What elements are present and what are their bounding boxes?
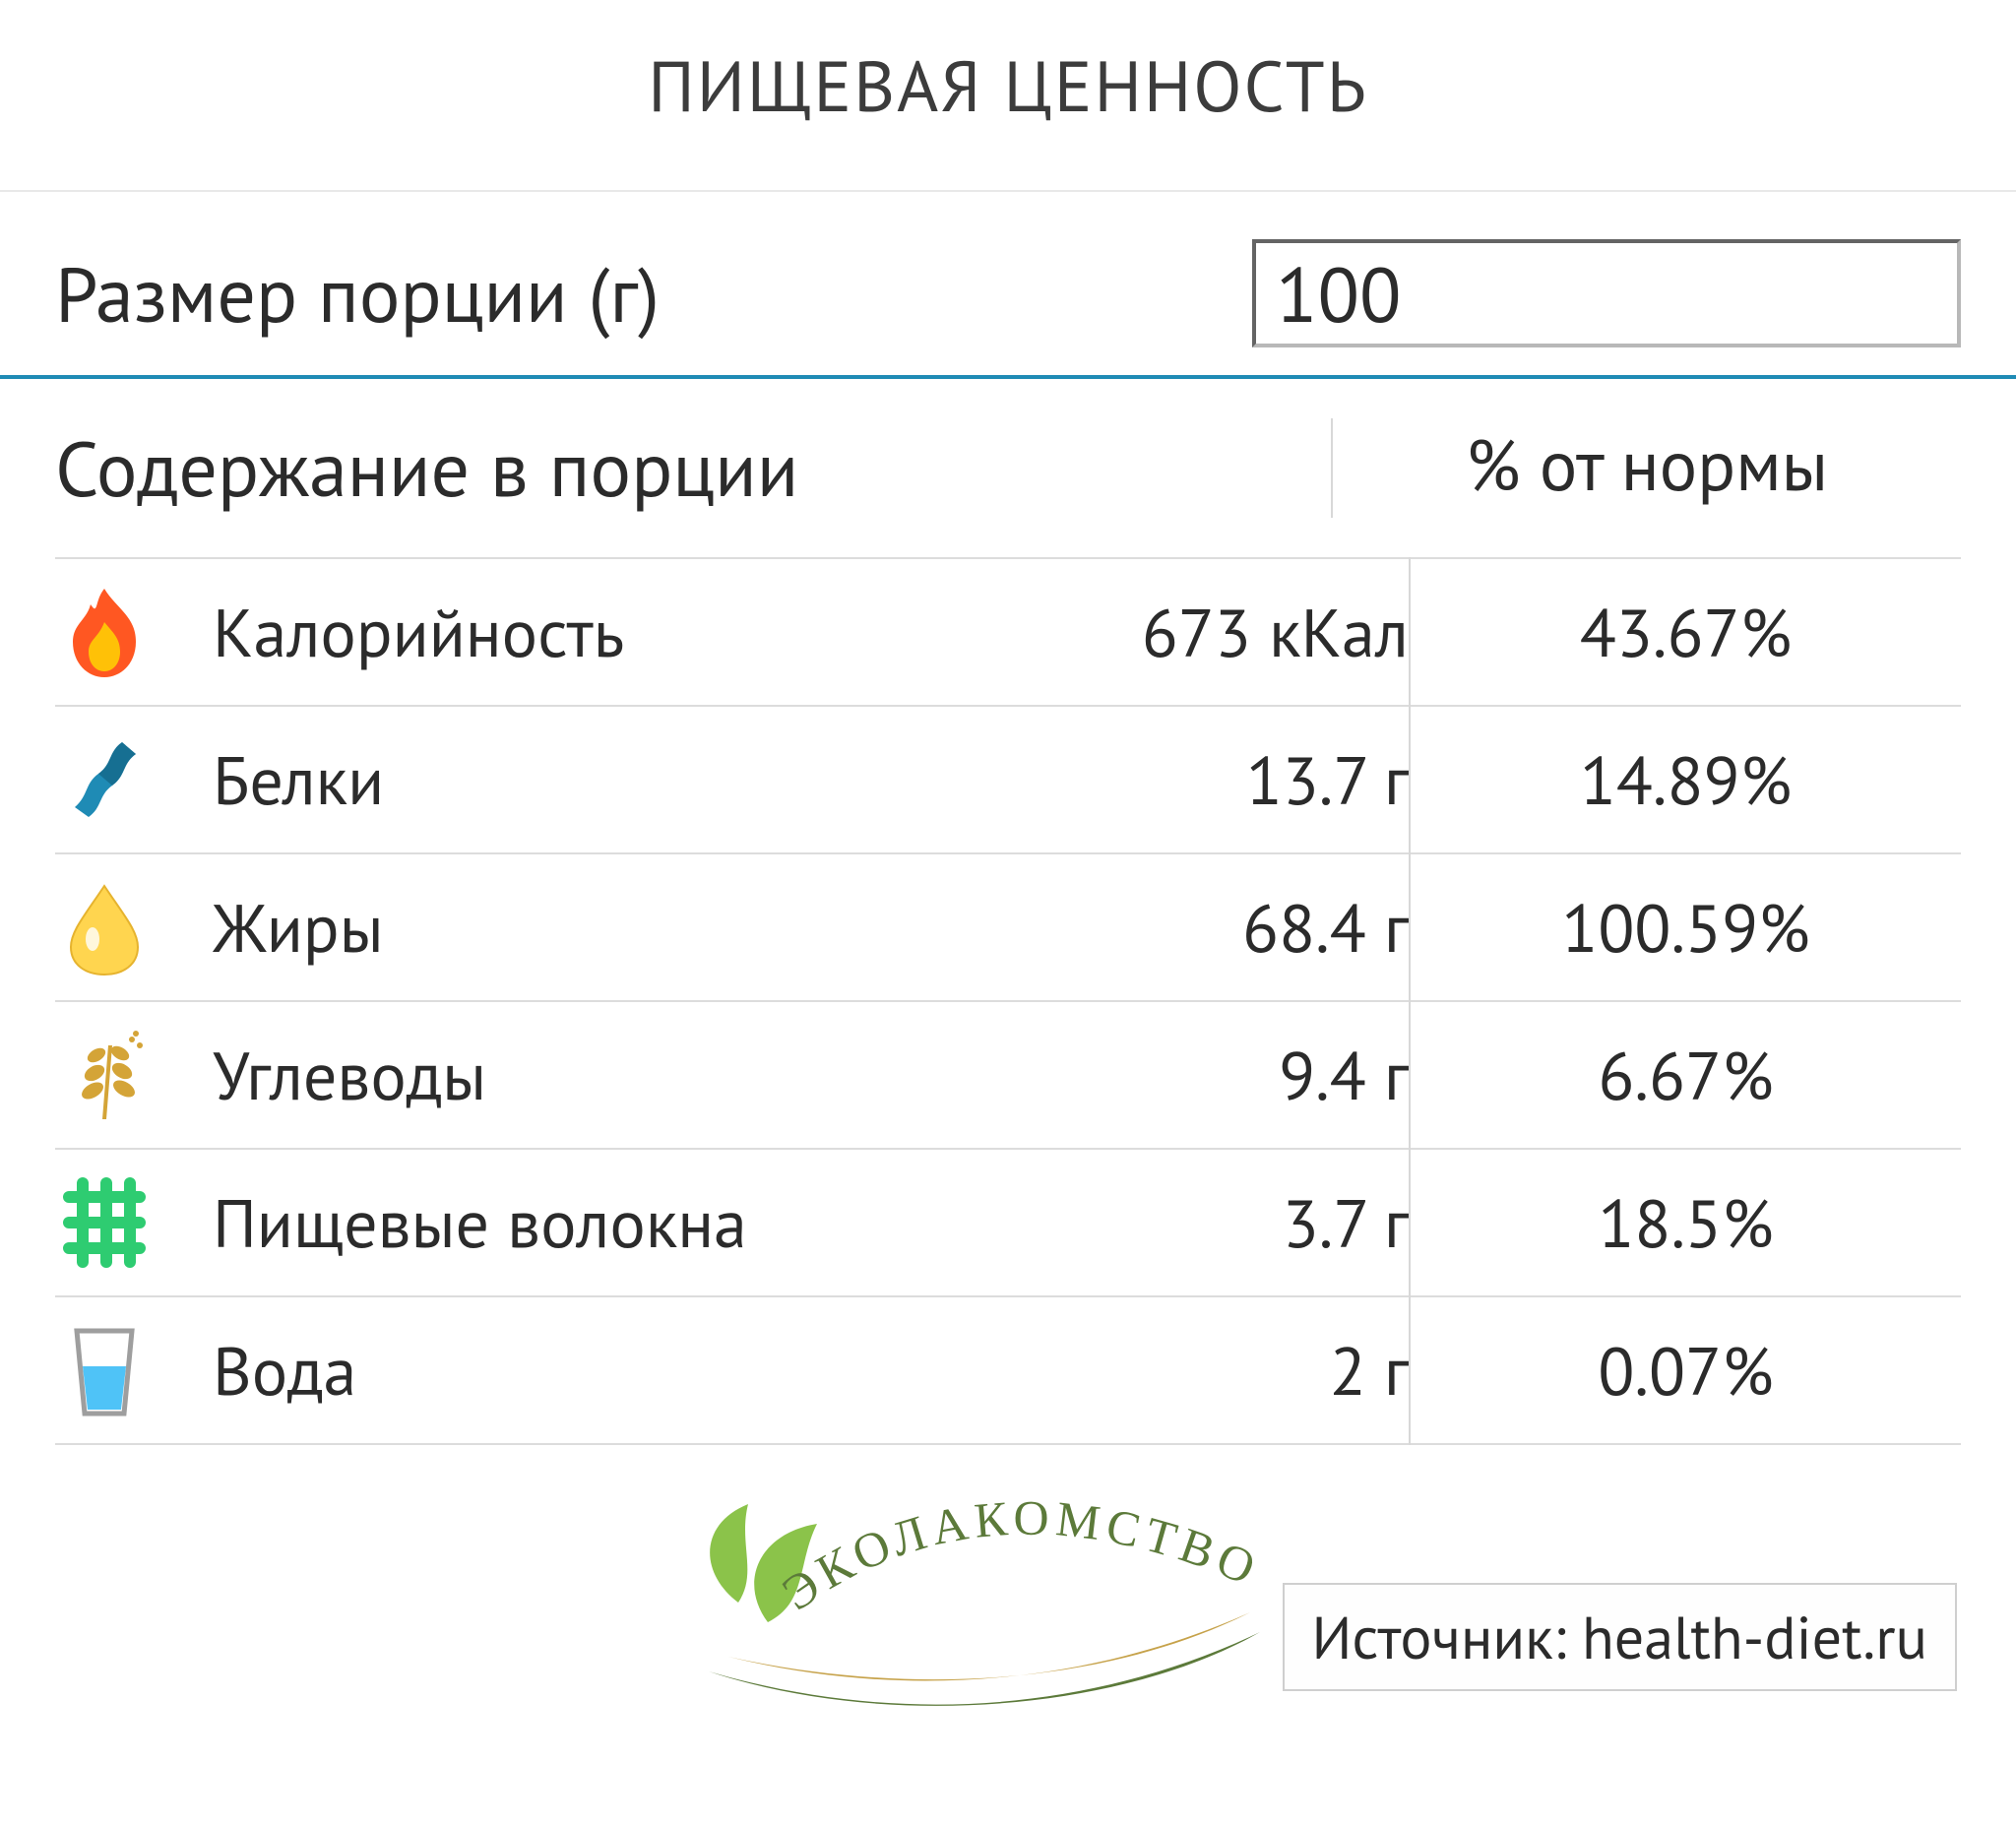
nutrient-value: 68.4 г [996, 853, 1410, 1001]
wheat-icon [55, 1001, 213, 1149]
watermark-logo: ЭКОЛАКОМСТВО [630, 1465, 1319, 1721]
nutrient-percent: 6.67% [1410, 1001, 1961, 1149]
fiber-icon [55, 1149, 213, 1296]
table-row: Белки 13.7 г 14.89% [55, 706, 1961, 853]
table-row: Вода 2 г 0.07% [55, 1296, 1961, 1444]
table-row: Пищевые волокна 3.7 г 18.5% [55, 1149, 1961, 1296]
source-label: Источник: health-diet.ru [1283, 1583, 1958, 1691]
svg-text:ЭКОЛАКОМСТВО: ЭКОЛАКОМСТВО [772, 1489, 1269, 1620]
nutrient-percent: 18.5% [1410, 1149, 1961, 1296]
nutrient-percent: 43.67% [1410, 558, 1961, 706]
page-title: ПИЩЕВАЯ ЦЕННОСТЬ [0, 39, 2016, 190]
nutrient-value: 3.7 г [996, 1149, 1410, 1296]
table-row: Калорийность 673 кКал 43.67% [55, 558, 1961, 706]
footer: ЭКОЛАКОМСТВО Источник: health-diet.ru [0, 1475, 2016, 1731]
header-percent: % от нормы [1331, 418, 1961, 518]
glass-icon [55, 1296, 213, 1444]
nutrient-percent: 100.59% [1410, 853, 1961, 1001]
table-row: Углеводы 9.4 г 6.67% [55, 1001, 1961, 1149]
nutrient-value: 2 г [996, 1296, 1410, 1444]
nutrient-value: 9.4 г [996, 1001, 1410, 1149]
nutrient-name: Углеводы [213, 1001, 996, 1149]
nutrient-name: Вода [213, 1296, 996, 1444]
portion-label: Размер порции (г) [55, 244, 660, 344]
flame-icon [55, 558, 213, 706]
nutrients-table: Калорийность 673 кКал 43.67% Белки 13.7 … [55, 557, 1961, 1445]
nutrient-name: Пищевые волокна [213, 1149, 996, 1296]
nutrient-value: 13.7 г [996, 706, 1410, 853]
nutrient-percent: 14.89% [1410, 706, 1961, 853]
nutrient-percent: 0.07% [1410, 1296, 1961, 1444]
portion-input[interactable] [1252, 239, 1961, 347]
table-headers: Содержание в порции % от нормы [0, 379, 2016, 557]
nutrient-name: Жиры [213, 853, 996, 1001]
table-row: Жиры 68.4 г 100.59% [55, 853, 1961, 1001]
drop-icon [55, 853, 213, 1001]
nutrient-name: Белки [213, 706, 996, 853]
helix-icon [55, 706, 213, 853]
nutrient-value: 673 кКал [996, 558, 1410, 706]
header-content: Содержание в порции [55, 418, 1331, 518]
nutrient-name: Калорийность [213, 558, 996, 706]
portion-row: Размер порции (г) [0, 192, 2016, 379]
